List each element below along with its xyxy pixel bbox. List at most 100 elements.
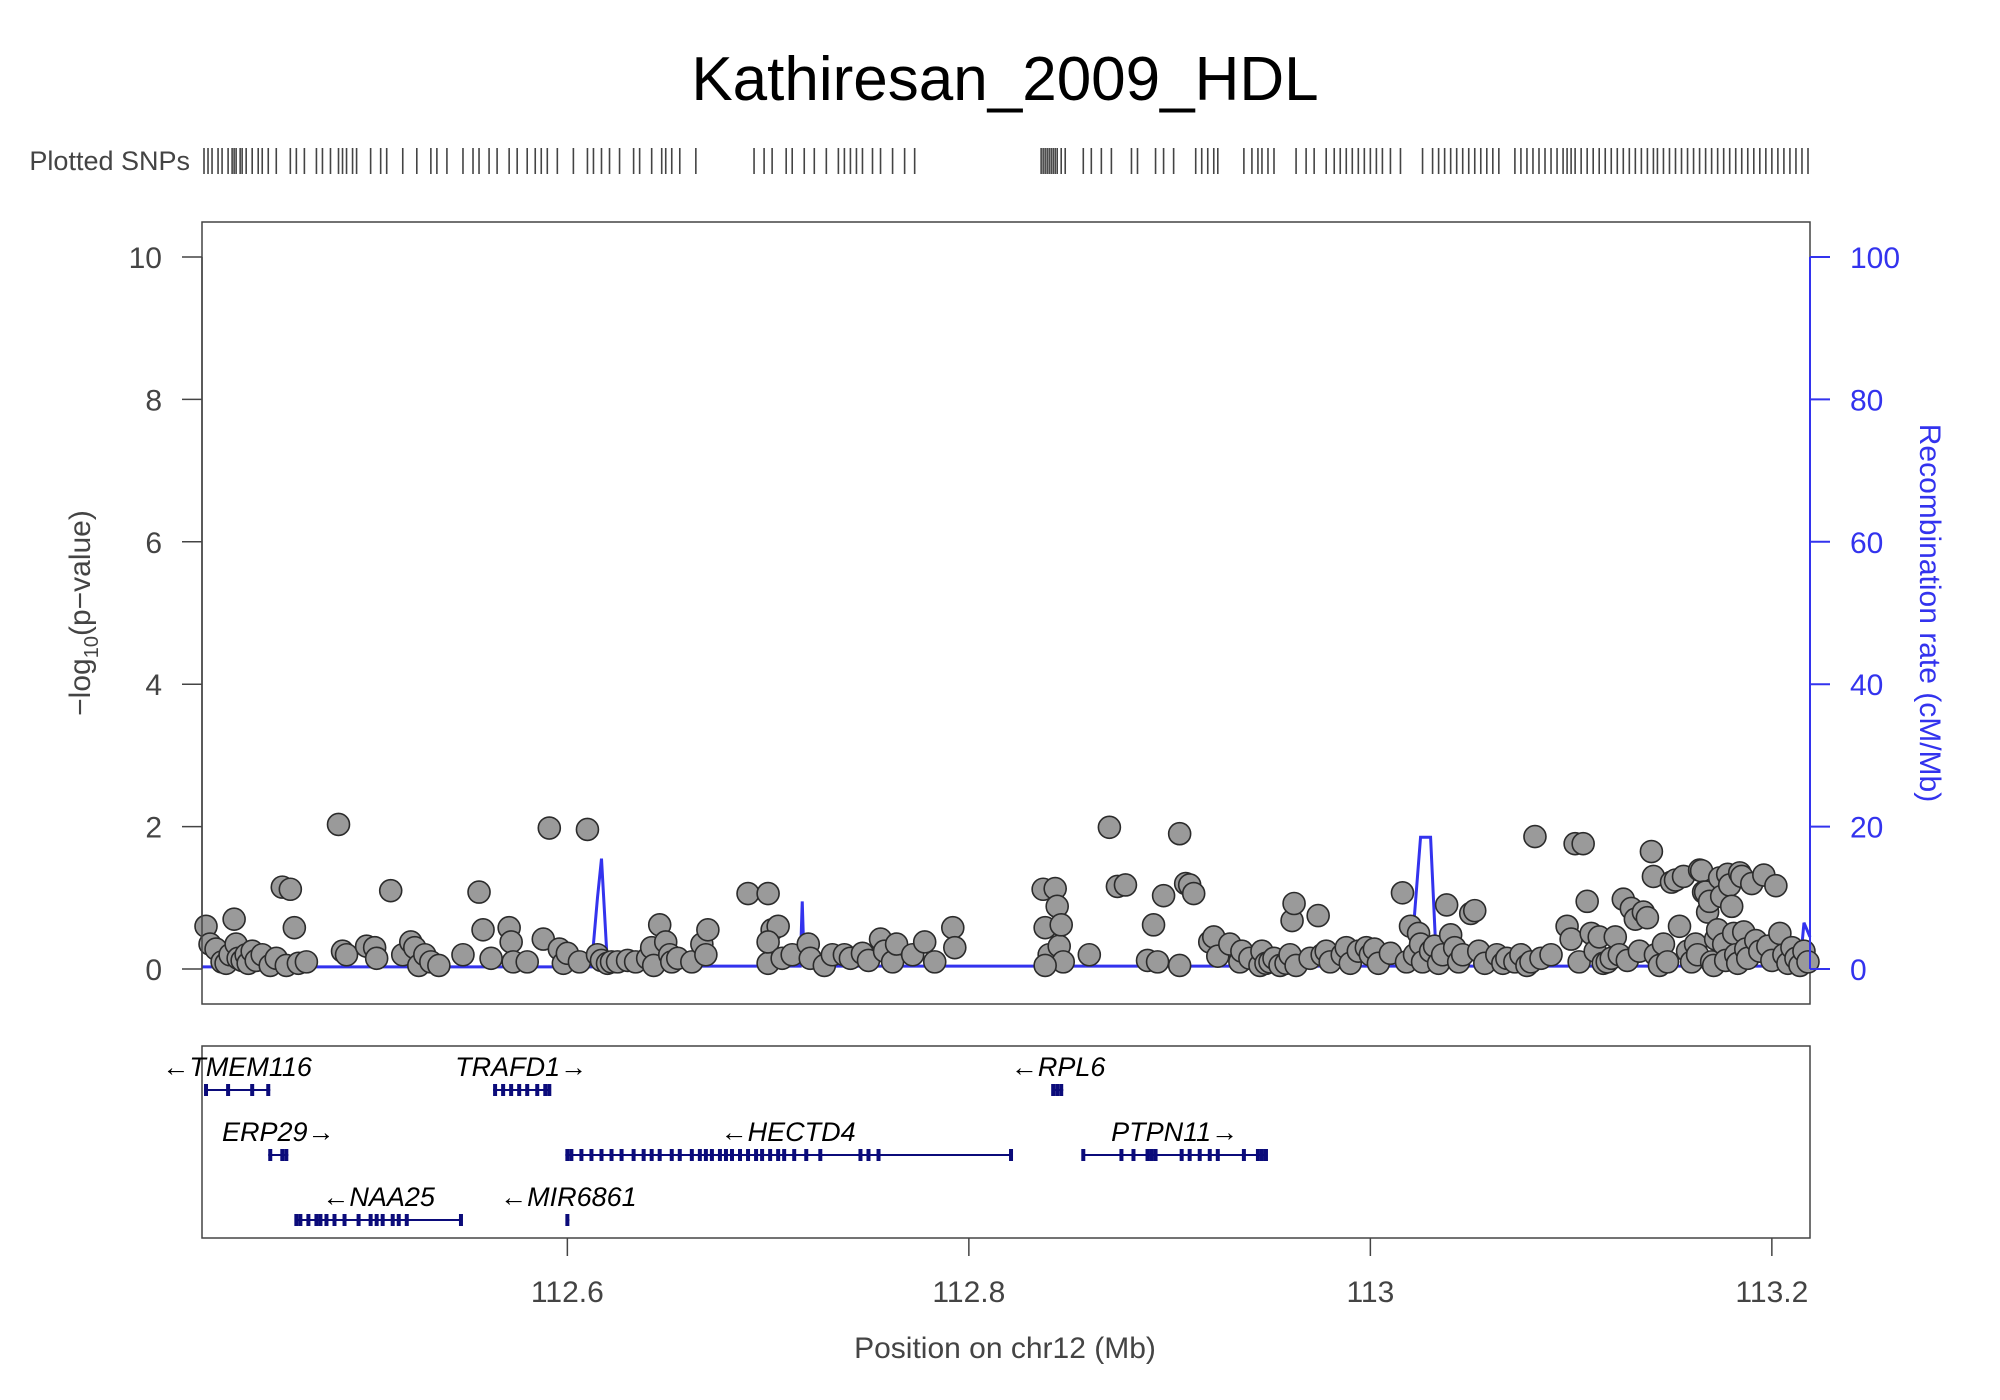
snp-point xyxy=(1434,893,1459,917)
gene-exon xyxy=(368,1214,373,1226)
snp-point xyxy=(1151,883,1176,908)
gene-exon xyxy=(858,1149,863,1161)
snp-point xyxy=(1282,891,1306,916)
snp-point xyxy=(1167,821,1192,846)
gene-exon xyxy=(268,1149,273,1161)
gene-exon xyxy=(543,1084,548,1096)
gene-exon xyxy=(525,1084,530,1096)
gene-exon xyxy=(1215,1149,1220,1161)
gene-exon xyxy=(589,1149,594,1161)
snp-point xyxy=(1141,913,1166,937)
gene-exon xyxy=(294,1214,299,1226)
x-tick-label: 112.6 xyxy=(531,1276,604,1309)
gene-exon xyxy=(266,1084,271,1096)
gene-exon xyxy=(697,1149,702,1161)
snp-point xyxy=(537,816,562,840)
gene-tmem116: ←TMEM116 xyxy=(162,1052,313,1096)
gene-exon xyxy=(579,1149,584,1161)
snp-point xyxy=(575,817,600,842)
gene-exon xyxy=(356,1214,361,1226)
snp-track-label: Plotted SNPs xyxy=(29,146,190,176)
snp-point xyxy=(1077,942,1102,967)
gene-exon xyxy=(380,1214,385,1226)
gene-exon xyxy=(599,1149,604,1161)
y2-tick-label: 100 xyxy=(1850,242,1900,275)
snp-point xyxy=(1667,914,1692,939)
gene-exon xyxy=(1149,1149,1154,1161)
gene-exon xyxy=(306,1214,311,1226)
snp-point xyxy=(756,930,780,954)
snp-point xyxy=(1462,898,1487,923)
snp-point xyxy=(364,946,389,971)
gene-label: PTPN11→ xyxy=(1111,1117,1238,1147)
gene-exon xyxy=(782,1149,787,1161)
gene-exon xyxy=(754,1149,759,1161)
x-tick-label: 113.2 xyxy=(1735,1276,1808,1309)
gene-exon xyxy=(324,1214,329,1226)
snp-point xyxy=(378,878,403,903)
gene-label: ←MIR6861 xyxy=(500,1182,637,1212)
snp-point xyxy=(736,881,760,906)
gene-track: ←TMEM116 TRAFD1→ ←RPL6 ERP29→ ←HECTD4 PTPN11→… xyxy=(162,1052,1268,1226)
snp-point xyxy=(1097,815,1122,840)
snp-point xyxy=(1796,950,1820,974)
gene-exon xyxy=(609,1149,614,1161)
gene-exon xyxy=(569,1149,574,1161)
gene-exon xyxy=(641,1149,646,1161)
gene-exon xyxy=(709,1149,714,1161)
y-tick-label: 4 xyxy=(145,669,162,702)
y-axis-label-sub: 10 xyxy=(81,636,103,658)
y-tick-label: 0 xyxy=(145,954,162,987)
gene-exon xyxy=(390,1214,395,1226)
chart-title: Kathiresan_2009_HDL xyxy=(691,45,1318,114)
gene-exon xyxy=(204,1084,209,1096)
gene-exon xyxy=(1207,1149,1212,1161)
snp-point xyxy=(451,942,475,967)
gene-exon xyxy=(619,1149,624,1161)
y-axis-label: −log10(p−value) xyxy=(64,510,103,716)
gene-exon xyxy=(1081,1149,1086,1161)
gene-exon xyxy=(404,1214,409,1226)
gene-exon xyxy=(458,1214,463,1226)
gene-exon xyxy=(280,1149,285,1161)
gene-exon xyxy=(717,1149,722,1161)
gene-exon xyxy=(1187,1149,1192,1161)
gene-exon xyxy=(374,1214,379,1226)
snp-point xyxy=(1049,913,1074,937)
gene-exon xyxy=(631,1149,636,1161)
gene-exon xyxy=(314,1214,319,1226)
gene-trafd1: TRAFD1→ xyxy=(455,1052,587,1096)
snp-point xyxy=(278,877,303,902)
gene-rpl6: ←RPL6 xyxy=(1011,1052,1107,1096)
snp-point xyxy=(1559,927,1583,951)
x-axis: 112.6 112.8 113 113.2 xyxy=(531,1238,1808,1309)
gene-exon xyxy=(1197,1149,1202,1161)
gene-label: ←RPL6 xyxy=(1011,1052,1107,1082)
snp-point xyxy=(941,915,965,940)
snp-point xyxy=(694,942,718,967)
gene-naa25: ←NAA25 xyxy=(294,1182,463,1226)
gene-exon xyxy=(677,1149,682,1161)
x-tick-label: 112.8 xyxy=(932,1276,1005,1309)
plot-area-frame xyxy=(201,221,1811,1005)
gene-exon xyxy=(1059,1084,1064,1096)
gene-exon xyxy=(738,1149,743,1161)
snp-point xyxy=(1635,905,1660,930)
gene-exon xyxy=(818,1149,823,1161)
y2-axis-label: Recombination rate (cM/Mb) xyxy=(1913,424,1946,802)
y2-tick-label: 80 xyxy=(1850,384,1883,417)
gene-exon xyxy=(703,1149,708,1161)
snp-point xyxy=(479,946,503,971)
snp-point xyxy=(471,918,495,942)
gene-exon xyxy=(1051,1084,1056,1096)
gene-exon xyxy=(689,1149,694,1161)
points-layer xyxy=(194,812,1820,978)
y-tick-label: 6 xyxy=(145,527,162,560)
y2-tick-label: 0 xyxy=(1850,954,1867,987)
gene-exon xyxy=(318,1214,323,1226)
snp-point xyxy=(1167,953,1192,978)
gene-exon xyxy=(1009,1149,1014,1161)
gene-exon xyxy=(760,1149,765,1161)
gene-exon xyxy=(1255,1149,1260,1161)
y-tick-label: 10 xyxy=(129,242,162,275)
